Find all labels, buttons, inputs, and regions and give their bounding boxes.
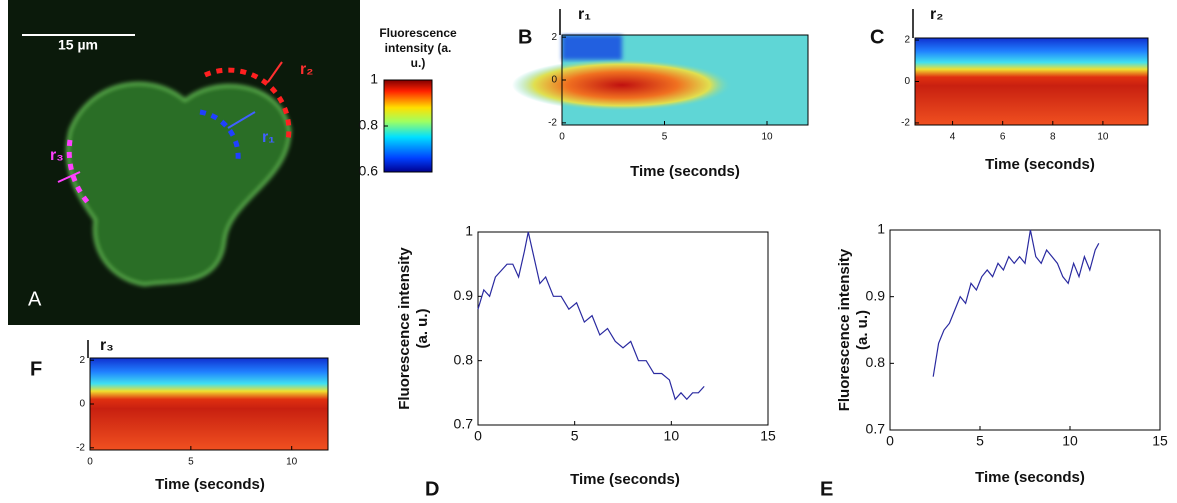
x-tick-label: 0 (559, 132, 565, 143)
marker-label: r₃ (50, 147, 64, 164)
y-tick-label: 1 (877, 221, 885, 237)
panel-label: A (28, 288, 42, 310)
heatmap-image (915, 38, 1148, 125)
x-tick-label: 10 (1062, 433, 1078, 449)
y-tick-label: -2 (548, 117, 557, 128)
x-tick-label: 0 (474, 428, 482, 444)
y-tick-label: 0.9 (454, 287, 474, 303)
marker-label: r₂ (300, 61, 313, 78)
axis-marker: r₂ (930, 6, 943, 23)
y-tick-label: 1 (465, 223, 473, 239)
x-tick-label: 10 (761, 132, 773, 143)
y-tick-label: 0.7 (454, 416, 474, 432)
marker-label: r₁ (262, 129, 275, 146)
colorbar (383, 79, 433, 173)
arrow (57, 171, 81, 183)
x-tick-label: 0 (87, 457, 93, 468)
y-tick-label: 0.8 (454, 351, 474, 367)
colorbar-tick-label: 0.8 (359, 117, 379, 133)
arrow (267, 61, 283, 83)
colorbar-tick-label: 0.6 (359, 163, 379, 179)
y-tick-label: -2 (76, 442, 85, 453)
x-axis-label: Time (seconds) (570, 471, 680, 488)
colorbar-title: intensity (a. (385, 41, 452, 55)
x-tick-label: 10 (664, 428, 680, 444)
x-tick-label: 5 (976, 433, 984, 449)
y-tick-label: 0.9 (866, 287, 886, 303)
colorbar-tick-label: 1 (370, 71, 378, 87)
y-tick-label: 2 (551, 32, 557, 43)
x-tick-label: 0 (886, 433, 894, 449)
y-tick-label: 2 (904, 35, 910, 46)
panel-label: F (30, 358, 42, 380)
y-tick-label: -2 (901, 118, 910, 129)
x-tick-label: 5 (571, 428, 579, 444)
x-tick-label: 5 (662, 132, 668, 143)
heatmap-image (512, 59, 732, 111)
y-tick-label: 2 (79, 355, 85, 366)
x-tick-label: 15 (760, 428, 776, 444)
x-tick-label: 6 (1000, 132, 1006, 143)
x-tick-label: 8 (1050, 132, 1056, 143)
marker-r2 (204, 67, 292, 141)
plot-frame (477, 231, 769, 426)
scale-bar-label: 15 µm (58, 37, 98, 53)
colorbar-title: u.) (411, 56, 426, 70)
x-tick-label: 5 (188, 457, 194, 468)
microscopy-image (8, 0, 360, 325)
x-axis-label: Time (seconds) (985, 156, 1095, 173)
plot-bg (478, 232, 768, 425)
x-axis-label: Time (seconds) (155, 476, 265, 493)
axis-marker: r₃ (100, 337, 114, 354)
colorbar-title: Fluorescence (379, 26, 457, 40)
arrow (227, 111, 256, 129)
panel-label: D (425, 478, 439, 498)
y-tick-label: 0.8 (866, 354, 886, 370)
y-axis-label: (a. u.) (414, 308, 431, 348)
x-tick-label: 15 (1152, 433, 1168, 449)
data-line (932, 229, 1100, 377)
x-tick-label: 10 (286, 457, 298, 468)
y-axis-label: Fluorescence intensity (396, 247, 413, 410)
x-tick-label: 4 (950, 132, 956, 143)
x-axis-label: Time (seconds) (975, 469, 1085, 486)
y-axis-label: Fluorescence intensity (836, 248, 853, 411)
data-line (477, 231, 705, 401)
panel-label: C (870, 26, 884, 48)
y-tick-label: 0 (79, 399, 85, 410)
y-axis-label: (a. u.) (854, 310, 871, 350)
y-tick-label: 0.7 (866, 421, 886, 437)
x-axis-label: Time (seconds) (630, 163, 740, 180)
plot-frame (889, 229, 1161, 431)
heatmap-image (562, 35, 622, 60)
axis-marker: r₁ (578, 6, 591, 23)
panel-label: E (820, 478, 833, 498)
x-tick-label: 10 (1097, 132, 1109, 143)
y-tick-label: 0 (551, 75, 557, 86)
heatmap-image (90, 358, 328, 450)
panel-label: B (518, 26, 532, 48)
marker-r3 (66, 139, 92, 207)
y-tick-label: 0 (904, 76, 910, 87)
